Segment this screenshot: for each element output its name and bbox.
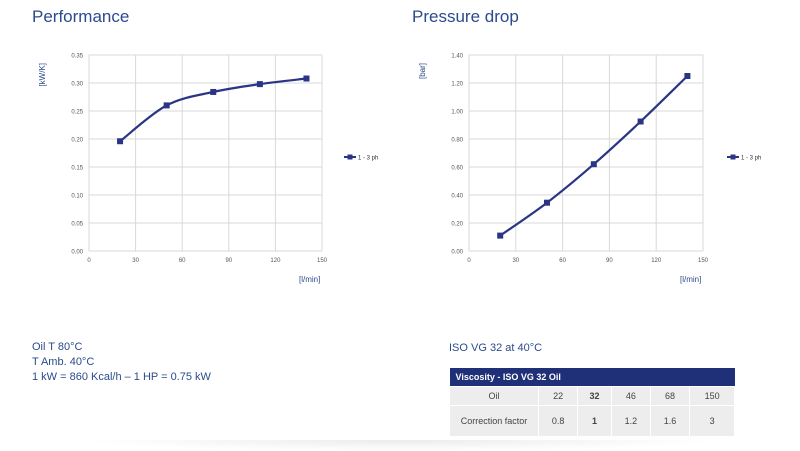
pressure-drop-chart: 0.00 0.20 0.40 0.60 0.80 1.00 1.20 1.40 0 30 60 90 1… (418, 54, 761, 285)
legend-marker (347, 154, 353, 160)
y-tick-label: 0.25 (71, 110, 83, 116)
y-tick-label: 0.35 (71, 54, 83, 60)
table-cell: 150 (689, 386, 735, 406)
table-cell: 1 (577, 405, 612, 437)
table-cell: 1.2 (610, 405, 651, 437)
table-cell: 0.8 (537, 405, 579, 437)
data-point (117, 138, 124, 145)
table-cell: 22 (537, 386, 579, 406)
table-cell: 46 (610, 386, 651, 406)
y-tick-label: 0.40 (451, 194, 463, 200)
viscosity-table: Viscosity - ISO VG 32 Oil Oil 22 32 46 6… (449, 368, 735, 437)
y-axis-label: [bar] (418, 63, 427, 79)
pressure-drop-title: Pressure drop (412, 7, 519, 26)
x-axis-label: [l/min] (299, 275, 320, 284)
x-tick-label: 150 (317, 258, 328, 264)
x-tick-label: 30 (132, 258, 139, 264)
performance-title: Performance (32, 7, 130, 26)
y-tick-label: 1.40 (451, 54, 463, 60)
data-point (590, 161, 597, 168)
x-tick-label: 0 (467, 258, 471, 264)
x-tick-label: 90 (606, 258, 613, 264)
x-tick-label: 60 (179, 258, 186, 264)
viscosity-table-title: Viscosity - ISO VG 32 Oil (449, 368, 735, 387)
legend-label: 1 - 3 ph (741, 156, 761, 162)
x-tick-label: 120 (651, 258, 662, 264)
data-point (210, 88, 217, 95)
data-point (303, 75, 310, 82)
table-row: Oil 22 32 46 68 150 (449, 386, 735, 406)
y-tick-label: 0.10 (71, 194, 83, 200)
y-tick-label: 0.00 (451, 250, 463, 256)
x-tick-label: 90 (225, 258, 232, 264)
y-tick-label: 0.60 (451, 166, 463, 172)
shadow-divider (80, 440, 720, 451)
table-cell: Oil (449, 386, 539, 406)
legend-marker (730, 154, 736, 160)
note-ambient-temp: T Amb. 40°C (32, 356, 95, 368)
y-tick-label: 0.15 (71, 166, 83, 172)
y-tick-label: 0.00 (71, 250, 83, 256)
table-cell: 3 (689, 405, 735, 437)
data-point (256, 81, 263, 88)
performance-chart: 0.00 0.05 0.10 0.15 0.20 0.25 0.30 0.35 0 30 60 90 1… (38, 54, 378, 285)
operating-notes: Oil T 80°C T Amb. 40°C 1 kW = 860 Kcal/h… (32, 340, 211, 385)
data-point (544, 199, 550, 206)
x-tick-label: 0 (87, 258, 91, 264)
table-cell: 1.6 (649, 405, 691, 437)
series-line (499, 75, 689, 237)
y-tick-label: 0.20 (451, 222, 463, 228)
x-axis-label: [l/min] (680, 275, 701, 284)
data-point (497, 232, 504, 239)
x-tick-label: 120 (270, 258, 281, 264)
y-tick-label: 0.80 (451, 138, 463, 144)
data-point (637, 118, 644, 125)
legend-label: 1 - 3 ph (358, 156, 378, 162)
y-tick-label: 0.20 (71, 138, 83, 144)
y-tick-label: 0.30 (71, 82, 83, 88)
x-tick-label: 150 (698, 258, 709, 264)
data-point (684, 73, 691, 79)
note-unit-conversion: 1 kW = 860 Kcal/h – 1 HP = 0.75 kW (32, 371, 211, 383)
table-cell: Correction factor (449, 405, 539, 437)
note-oil-temp: Oil T 80°C (32, 341, 83, 353)
x-tick-label: 30 (512, 258, 519, 264)
y-tick-label: 1.00 (451, 110, 463, 116)
y-tick-label: 0.05 (71, 222, 83, 228)
table-cell: 32 (577, 386, 612, 406)
y-tick-label: 1.20 (451, 82, 463, 88)
x-tick-label: 60 (559, 258, 566, 264)
table-cell: 68 (649, 386, 691, 406)
data-point (163, 102, 170, 109)
table-row: Correction factor 0.8 1 1.2 1.6 3 (449, 405, 735, 437)
viscosity-note: ISO VG 32 at 40°C (449, 342, 543, 354)
y-axis-label: [kW/K] (38, 63, 47, 87)
